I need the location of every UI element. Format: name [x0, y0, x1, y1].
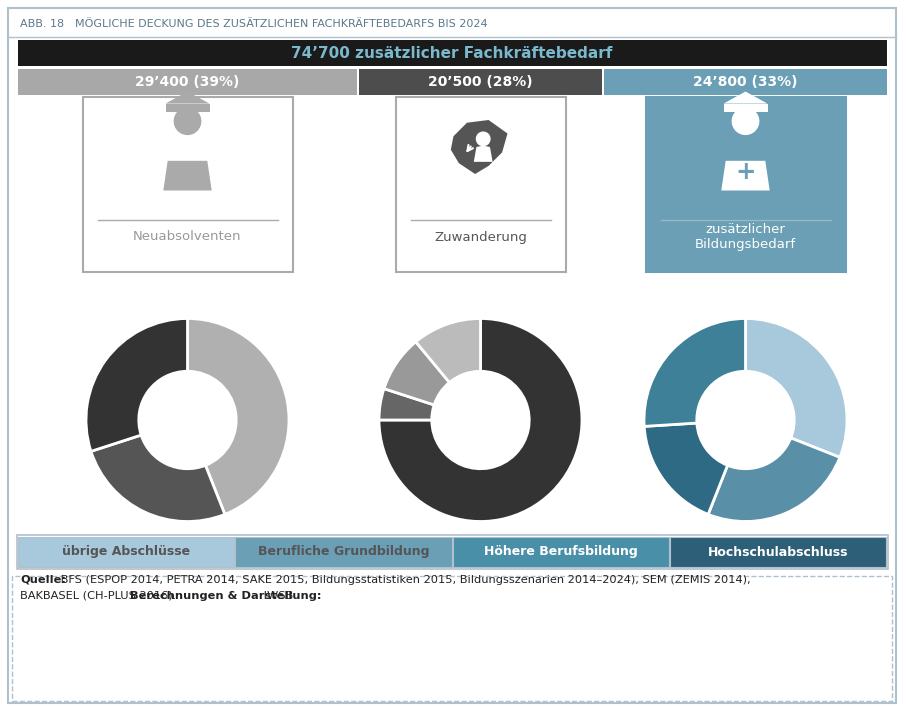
Text: zusätzlicher
Bildungsbedarf: zusätzlicher Bildungsbedarf	[695, 223, 796, 251]
Text: Neuabsolventen: Neuabsolventen	[133, 230, 242, 244]
Polygon shape	[721, 161, 770, 190]
Circle shape	[477, 132, 490, 146]
Wedge shape	[379, 318, 582, 521]
Text: 29’400 (39%): 29’400 (39%)	[135, 75, 240, 89]
Text: 74’700 zusätzlicher Fachkräftebedarf: 74’700 zusätzlicher Fachkräftebedarf	[292, 46, 612, 61]
FancyBboxPatch shape	[396, 97, 565, 272]
Text: +: +	[736, 159, 756, 184]
Polygon shape	[724, 92, 767, 104]
Text: 11%: 11%	[440, 342, 470, 355]
Text: 26%: 26%	[140, 482, 170, 495]
Text: BAKBASEL (CH-PLUS 2016).: BAKBASEL (CH-PLUS 2016).	[20, 591, 177, 601]
Text: 20’500 (28%): 20’500 (28%)	[429, 75, 533, 89]
Wedge shape	[91, 435, 225, 521]
Polygon shape	[474, 146, 493, 162]
FancyBboxPatch shape	[645, 97, 845, 272]
Circle shape	[174, 108, 201, 134]
Wedge shape	[188, 318, 289, 514]
Text: Berechnungen & Darstellung:: Berechnungen & Darstellung:	[130, 591, 322, 601]
Text: 18%: 18%	[670, 458, 699, 471]
Text: 30%: 30%	[111, 369, 141, 382]
Text: Höhere Berufsbildung: Höhere Berufsbildung	[484, 546, 638, 558]
FancyBboxPatch shape	[18, 537, 235, 567]
Text: 25%: 25%	[760, 483, 791, 496]
Wedge shape	[746, 318, 847, 458]
FancyBboxPatch shape	[236, 537, 451, 567]
Polygon shape	[451, 120, 507, 174]
Text: 24’800 (33%): 24’800 (33%)	[693, 75, 798, 89]
Polygon shape	[163, 161, 212, 190]
Wedge shape	[708, 438, 840, 521]
Wedge shape	[384, 342, 449, 405]
FancyBboxPatch shape	[724, 104, 767, 112]
Text: BFS (ESPOP 2014, PETRA 2014, SAKE 2015, Bildungsstatistiken 2015, Bildungsszenar: BFS (ESPOP 2014, PETRA 2014, SAKE 2015, …	[57, 575, 751, 585]
Wedge shape	[379, 389, 434, 420]
Text: IWSB: IWSB	[260, 591, 294, 601]
FancyBboxPatch shape	[82, 97, 293, 272]
Text: 44%: 44%	[246, 400, 276, 413]
Polygon shape	[166, 92, 209, 104]
Wedge shape	[86, 318, 188, 451]
FancyBboxPatch shape	[604, 69, 887, 95]
Wedge shape	[644, 318, 746, 426]
FancyBboxPatch shape	[18, 40, 887, 66]
Text: Berufliche Grundbildung: Berufliche Grundbildung	[257, 546, 429, 558]
FancyBboxPatch shape	[359, 69, 602, 95]
FancyBboxPatch shape	[452, 537, 669, 567]
Text: 75%: 75%	[519, 467, 549, 480]
Text: 5%: 5%	[395, 402, 417, 415]
Text: Zuwanderung: Zuwanderung	[434, 230, 527, 244]
Text: 31%: 31%	[793, 371, 823, 384]
FancyBboxPatch shape	[8, 8, 896, 703]
Text: Quelle:: Quelle:	[20, 575, 66, 585]
Text: Hochschulabschluss: Hochschulabschluss	[708, 546, 848, 558]
Text: MÖGLICHE DECKUNG DES ZUSÄTZLICHEN FACHKRÄFTEBEDARFS BIS 2024: MÖGLICHE DECKUNG DES ZUSÄTZLICHEN FACHKR…	[75, 19, 487, 29]
Circle shape	[732, 108, 758, 134]
Text: ABB. 18: ABB. 18	[20, 19, 64, 29]
Wedge shape	[644, 423, 728, 514]
Text: übrige Abschlüsse: übrige Abschlüsse	[63, 546, 190, 558]
Wedge shape	[416, 318, 480, 383]
FancyBboxPatch shape	[18, 69, 357, 95]
FancyBboxPatch shape	[166, 104, 209, 112]
FancyBboxPatch shape	[670, 537, 886, 567]
Text: 9%: 9%	[408, 371, 429, 384]
Text: 26%: 26%	[676, 362, 706, 375]
